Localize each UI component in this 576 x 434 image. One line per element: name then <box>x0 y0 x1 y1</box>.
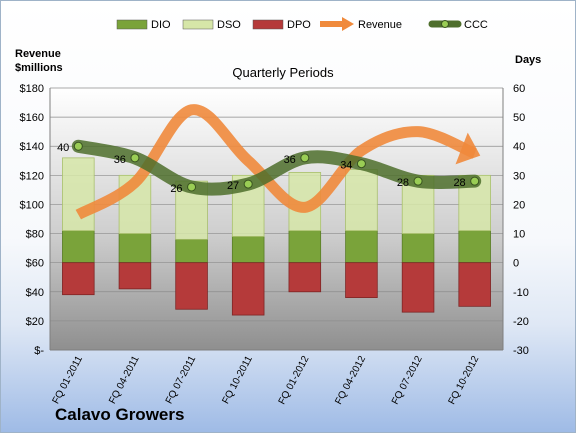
legend-label: Revenue <box>358 19 402 31</box>
category-label: FQ 07-2012 <box>390 354 425 407</box>
ccc-point <box>300 153 310 163</box>
ccc-point <box>243 179 253 189</box>
bar-dso <box>345 169 378 232</box>
legend-arrow-revenue <box>342 17 354 31</box>
bar-dio <box>175 238 208 264</box>
company-name: Calavo Growers <box>55 405 185 424</box>
plot-area <box>50 88 503 350</box>
left-tick-label: $40 <box>26 287 44 299</box>
bar-dio <box>62 230 95 264</box>
category-label: FQ 10-2011 <box>220 354 255 406</box>
left-tick-label: $120 <box>20 170 44 182</box>
right-axis-label: Days <box>515 54 541 66</box>
ccc-data-label: 27 <box>227 180 239 192</box>
left-tick-label: $60 <box>26 258 44 270</box>
ccc-point <box>356 159 366 169</box>
bar-dso <box>62 157 95 232</box>
left-tick-label: $100 <box>20 199 44 211</box>
left-tick-label: $20 <box>26 316 44 328</box>
ccc-data-label: 28 <box>397 177 409 189</box>
category-label: FQ 10-2012 <box>447 354 482 407</box>
bar-dpo <box>345 262 378 298</box>
bar-dpo <box>401 262 435 313</box>
right-tick-label: 0 <box>513 258 519 270</box>
bar-dpo <box>231 262 265 316</box>
category-label: FQ 07-2011 <box>164 354 199 406</box>
left-tick-label: $140 <box>20 141 44 153</box>
bar-dpo <box>62 262 95 296</box>
right-tick-label: 40 <box>513 141 525 153</box>
ccc-point <box>130 153 140 163</box>
category-label: FQ 04-2011 <box>107 354 142 406</box>
legend-label: DPO <box>287 19 311 31</box>
ccc-point <box>470 176 480 186</box>
right-tick-label: -30 <box>513 345 529 357</box>
legend-marker-ccc <box>441 20 449 28</box>
legend: DIO DSO DPO Revenue CCC <box>116 17 488 31</box>
bar-dio <box>288 230 322 264</box>
bars-layer <box>62 157 491 316</box>
left-tick-label: $160 <box>20 112 44 124</box>
legend-swatch <box>182 19 214 30</box>
left-tick-label: $80 <box>26 229 44 241</box>
legend-swatch <box>252 19 284 30</box>
left-axis-label: Revenue $millions <box>15 48 63 74</box>
legend-label: DIO <box>151 19 171 31</box>
lines-layer: 40 36 26 27 36 34 28 28 <box>57 104 482 220</box>
category-label: FQ 04-2012 <box>333 354 368 407</box>
bar-dpo <box>175 262 208 310</box>
right-tick-label: 10 <box>513 229 525 241</box>
bar-dio <box>345 230 378 264</box>
ccc-line <box>71 139 482 196</box>
legend-swatch <box>116 19 148 30</box>
category-label: FQ 01-2011 <box>51 354 86 406</box>
ccc-point <box>73 141 83 151</box>
ccc-data-label: 40 <box>57 142 69 154</box>
right-tick-label: -10 <box>513 287 529 299</box>
bar-dpo <box>118 262 152 290</box>
left-axis-label-line: $millions <box>15 62 63 74</box>
chart-title: Quarterly Periods <box>232 65 334 80</box>
bar-dio <box>458 230 491 264</box>
bar-dpo <box>288 262 322 293</box>
legend-label: CCC <box>464 19 488 31</box>
ccc-data-label: 34 <box>340 160 352 172</box>
ccc-point <box>413 176 423 186</box>
legend-label: DSO <box>217 19 241 31</box>
bar-dio <box>231 236 265 264</box>
bar-dio <box>401 233 435 264</box>
right-tick-label: 30 <box>513 170 525 182</box>
right-tick-label: 50 <box>513 112 525 124</box>
ccc-data-label: 28 <box>453 177 465 189</box>
ccc-data-label: 26 <box>170 183 182 195</box>
right-tick-label: -20 <box>513 316 529 328</box>
ccc-data-label: 36 <box>114 154 126 166</box>
ccc-data-label: 36 <box>284 154 296 166</box>
revenue-arrowhead <box>455 132 481 165</box>
ccc-point <box>187 182 197 192</box>
left-axis-label-line: Revenue <box>15 48 61 60</box>
bar-dpo <box>458 262 491 307</box>
right-tick-label: 20 <box>513 199 525 211</box>
right-tick-label: 60 <box>513 83 525 95</box>
bar-dio <box>118 233 152 264</box>
category-label: FQ 01-2012 <box>277 354 312 407</box>
left-tick-label: $180 <box>20 83 44 95</box>
left-tick-label: $- <box>34 345 44 357</box>
